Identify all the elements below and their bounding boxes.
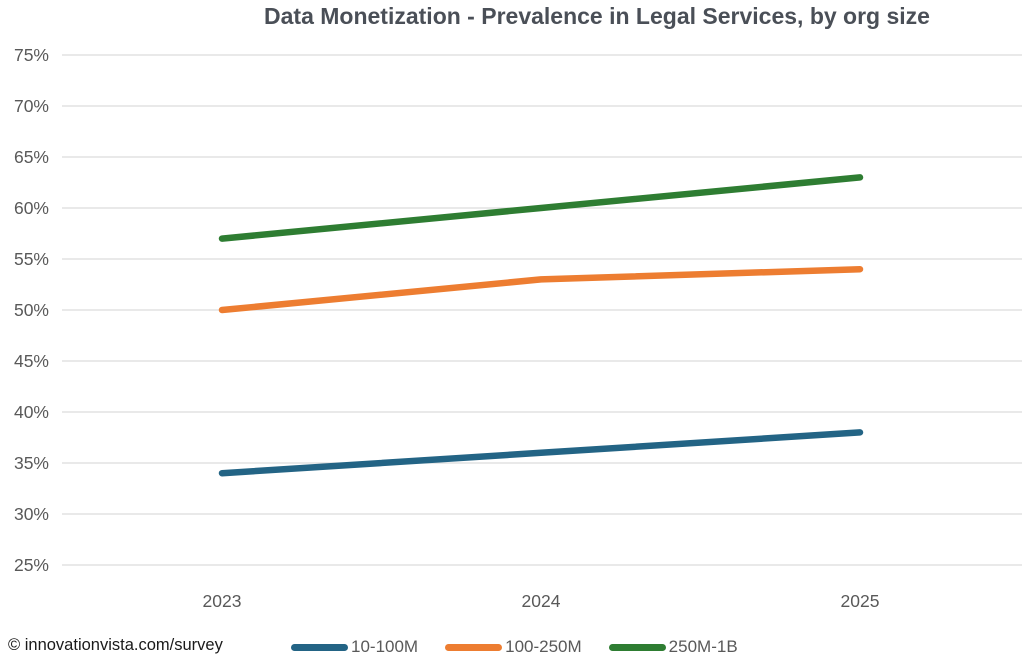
y-tick-label: 70%: [14, 96, 49, 116]
chart-title: Data Monetization - Prevalence in Legal …: [264, 3, 930, 29]
legend-swatch-10-100m: [291, 643, 348, 651]
legend: 10-100M 100-250M 250M-1B: [291, 633, 738, 661]
legend-item-10-100m: 10-100M: [291, 637, 418, 657]
y-tick-label: 30%: [14, 504, 49, 524]
y-tick-label: 40%: [14, 402, 49, 422]
source-attribution: © innovationvista.com/survey: [8, 636, 223, 654]
legend-label: 100-250M: [505, 637, 582, 656]
y-tick-label: 55%: [14, 249, 49, 269]
series-line-100-250M: [218, 265, 864, 314]
x-tick-label: 2023: [203, 591, 242, 611]
legend-item-250m-1b: 250M-1B: [608, 637, 738, 657]
legend-swatch-250m-1b: [608, 643, 666, 651]
legend-label: 10-100M: [351, 637, 419, 656]
legend-item-100-250m: 100-250M: [445, 637, 582, 657]
series-line-10-100M: [218, 429, 864, 477]
y-tick-label: 60%: [14, 198, 49, 218]
series-line-250M-1B: [218, 174, 864, 242]
y-tick-label: 50%: [14, 300, 49, 320]
y-tick-label: 35%: [14, 453, 49, 473]
x-tick-label: 2024: [522, 591, 561, 611]
y-tick-label: 75%: [14, 45, 49, 65]
legend-label: 250M-1B: [668, 637, 738, 656]
bottom-bar: © innovationvista.com/survey 10-100M 100…: [0, 633, 1024, 661]
y-tick-label: 25%: [14, 555, 49, 575]
y-tick-label: 45%: [14, 351, 49, 371]
legend-swatch-100-250m: [445, 643, 503, 651]
y-tick-label: 65%: [14, 147, 49, 167]
x-tick-label: 2025: [841, 591, 880, 611]
